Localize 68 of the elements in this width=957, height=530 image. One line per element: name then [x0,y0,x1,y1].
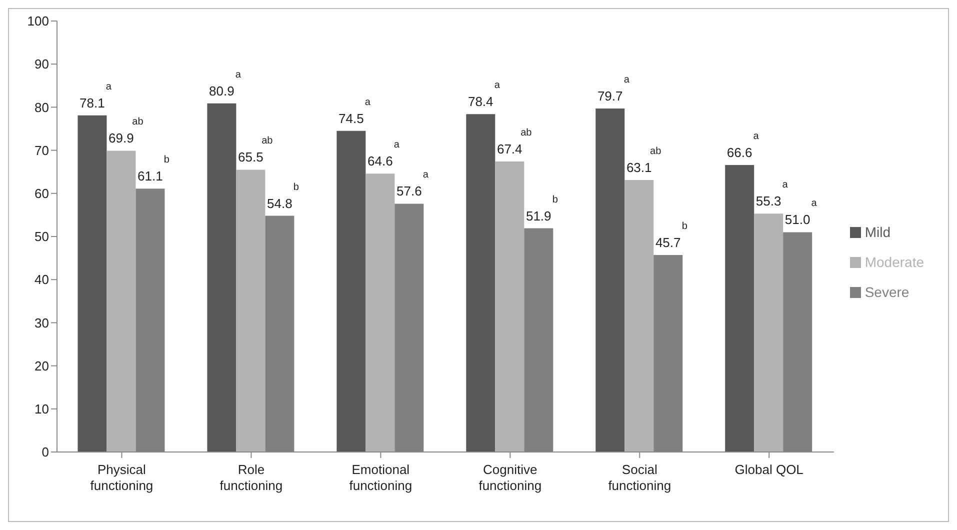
bar [366,174,395,452]
x-tick-label: Cognitive functioning [478,462,542,493]
legend-label: Moderate [864,254,924,270]
data-label: 80.9 [209,83,234,98]
x-tick-label: Role functioning [220,462,283,493]
annotation: b [164,154,170,166]
bar [78,115,107,452]
bar [336,130,366,452]
data-label: 79.7 [597,88,623,104]
x-tick-label: Social functioning [608,462,672,493]
annotation: a [422,170,429,181]
data-label: 63.1 [626,160,652,176]
bar [495,162,524,452]
legend-label: Mild [864,224,891,240]
data-label: 51.9 [526,208,552,224]
data-label: 74.5 [338,110,364,126]
data-label: 57.6 [396,184,422,199]
x-tick-label: Emotional functioning [349,462,412,493]
x-tick-label: Global QOL [734,462,804,477]
y-tick-label: 80 [34,100,49,115]
y-tick-label: 10 [34,402,49,417]
annotation: a [494,80,500,92]
y-tick-label: 70 [34,142,49,158]
data-label: 61.1 [138,168,163,184]
legend-label: Severe [864,284,910,300]
y-tick-label: 30 [34,315,49,330]
y-tick-label: 60 [34,186,49,202]
annotation: a [753,130,760,142]
annotation: a [235,69,242,80]
bar [236,170,266,452]
data-label: 54.8 [267,196,292,211]
annotation: b [293,182,300,193]
annotation: ab [132,116,144,128]
y-tick-label: 90 [34,56,49,72]
annotation: a [106,81,112,92]
data-label: 78.1 [80,95,105,110]
bar [754,214,784,452]
bar [466,114,496,452]
bar [596,108,625,452]
x-tick-label: Physical functioning [90,462,154,493]
annotation: ab [262,136,274,147]
data-label: 51.0 [784,212,810,228]
annotation: a [811,198,818,210]
data-label: 64.6 [368,154,393,169]
data-label: 55.3 [756,194,782,209]
y-tick-label: 50 [34,229,49,244]
y-tick-label: 0 [42,444,49,460]
data-label: 66.6 [726,144,752,160]
annotation: ab [650,146,662,158]
data-label: 67.4 [496,142,522,157]
y-tick-label: 100 [27,14,49,29]
annotation: a [394,140,400,151]
annotation: a [364,96,371,108]
y-tick-label: 20 [34,358,49,374]
annotation: b [682,221,688,232]
bar [725,164,754,452]
bar [207,103,236,452]
data-label: 78.4 [468,94,494,110]
annotation: a [782,180,788,191]
annotation: a [624,74,630,86]
bar [106,150,136,452]
data-label: 45.7 [655,235,681,250]
y-tick-label: 40 [34,272,49,288]
bar [624,180,654,452]
data-label: 69.9 [108,130,134,146]
annotation: ab [520,128,532,139]
annotation: b [552,194,558,206]
data-label: 65.5 [238,150,264,165]
